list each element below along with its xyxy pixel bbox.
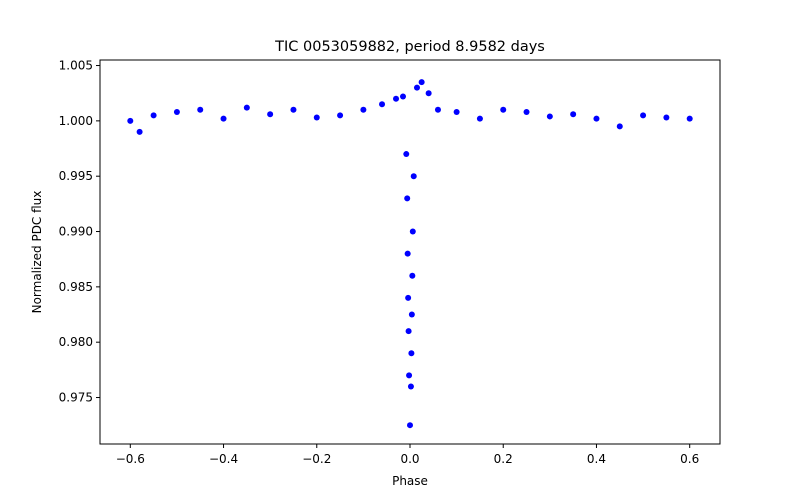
points-layer bbox=[127, 79, 693, 429]
data-point bbox=[640, 112, 647, 119]
y-tick-label: 0.980 bbox=[59, 335, 93, 349]
data-point bbox=[410, 173, 417, 180]
data-point bbox=[546, 113, 553, 120]
data-point bbox=[425, 90, 432, 97]
data-point bbox=[136, 128, 143, 135]
y-tick-label: 0.975 bbox=[59, 391, 93, 405]
data-point bbox=[407, 422, 413, 429]
data-point bbox=[337, 112, 344, 119]
data-point bbox=[407, 383, 414, 390]
x-axis-label: Phase bbox=[392, 474, 428, 488]
data-point bbox=[404, 250, 411, 257]
y-axis-label: Normalized PDC flux bbox=[30, 191, 44, 314]
data-point bbox=[500, 106, 507, 113]
data-point bbox=[360, 106, 367, 113]
data-point bbox=[267, 111, 274, 118]
data-point bbox=[405, 328, 412, 335]
y-tick-label: 0.990 bbox=[59, 225, 93, 239]
data-point bbox=[686, 115, 693, 122]
data-point bbox=[413, 84, 420, 91]
x-tick-label: 0.4 bbox=[587, 452, 606, 466]
y-tick-label: 0.985 bbox=[59, 280, 93, 294]
x-tick-label: −0.4 bbox=[209, 452, 238, 466]
data-point bbox=[127, 117, 134, 124]
data-point bbox=[400, 93, 407, 100]
data-point bbox=[313, 114, 320, 121]
x-tick-label: 0.0 bbox=[400, 452, 419, 466]
data-point bbox=[570, 111, 577, 118]
data-point bbox=[173, 109, 180, 116]
x-axis-ticks: −0.6 −0.4 −0.2 0.0 0.2 0.4 0.6 bbox=[116, 444, 699, 466]
data-point bbox=[663, 114, 670, 121]
y-axis-ticks: 0.975 0.980 0.985 0.990 0.995 1.000 1.005 bbox=[59, 59, 100, 405]
data-point bbox=[409, 228, 416, 235]
data-point bbox=[408, 350, 415, 357]
data-point bbox=[593, 115, 600, 122]
y-tick-label: 0.995 bbox=[59, 169, 93, 183]
data-point bbox=[393, 95, 400, 102]
data-point bbox=[406, 372, 413, 379]
data-point bbox=[616, 123, 623, 130]
data-point bbox=[523, 109, 530, 116]
data-point bbox=[197, 106, 204, 113]
data-point bbox=[243, 104, 250, 111]
data-point bbox=[434, 106, 441, 113]
x-tick-label: −0.6 bbox=[116, 452, 145, 466]
y-tick-label: 1.000 bbox=[59, 114, 93, 128]
data-point bbox=[405, 294, 412, 301]
data-point bbox=[290, 106, 297, 113]
data-point bbox=[150, 112, 157, 119]
data-point bbox=[476, 115, 483, 122]
data-point bbox=[453, 109, 460, 116]
data-point bbox=[379, 101, 386, 108]
data-point bbox=[403, 151, 410, 158]
x-tick-label: −0.2 bbox=[302, 452, 331, 466]
data-point bbox=[404, 195, 411, 202]
y-tick-label: 1.005 bbox=[59, 59, 93, 73]
x-tick-label: 0.6 bbox=[680, 452, 699, 466]
x-tick-label: 0.2 bbox=[494, 452, 513, 466]
chart-title: TIC 0053059882, period 8.9582 days bbox=[274, 39, 545, 55]
data-point bbox=[409, 272, 416, 279]
data-point bbox=[408, 311, 415, 318]
data-point bbox=[220, 115, 227, 122]
data-point bbox=[418, 79, 425, 86]
